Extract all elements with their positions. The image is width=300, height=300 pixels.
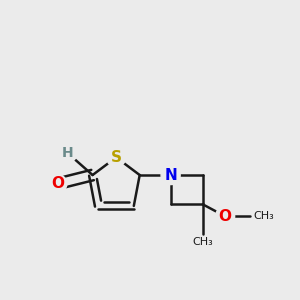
Ellipse shape bbox=[106, 148, 126, 167]
Ellipse shape bbox=[58, 143, 77, 163]
Text: N: N bbox=[164, 167, 177, 182]
Text: O: O bbox=[51, 176, 64, 191]
Text: S: S bbox=[111, 150, 122, 165]
Text: O: O bbox=[219, 209, 232, 224]
Ellipse shape bbox=[215, 207, 235, 226]
Text: CH₃: CH₃ bbox=[253, 211, 274, 221]
Ellipse shape bbox=[161, 166, 180, 184]
Ellipse shape bbox=[48, 174, 67, 194]
Text: CH₃: CH₃ bbox=[193, 237, 213, 247]
Text: H: H bbox=[62, 146, 74, 160]
